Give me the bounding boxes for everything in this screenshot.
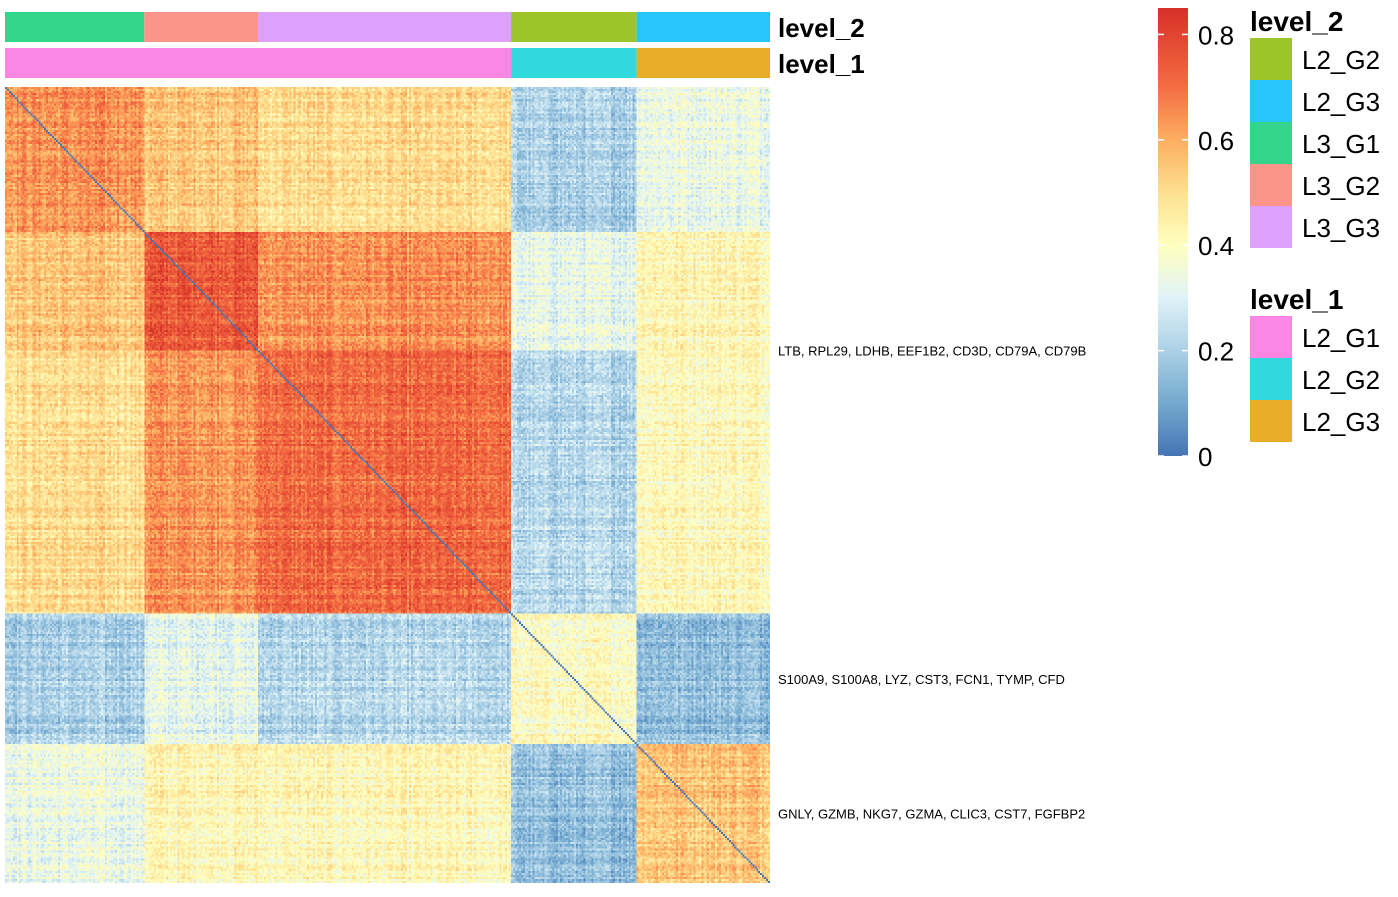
colorbar-tick-label: 0.6 <box>1198 126 1234 156</box>
legend-label-l2-g1: L2_G1 <box>1302 323 1380 353</box>
legends: level_2 L2_G2 L2_G3 L3_G1 L3_G2 L3_G3 level_1 L… <box>1250 6 1380 442</box>
annotation-level-1-l2-g3-segment <box>636 48 770 78</box>
row-labels: LTB, RPL29, LDHB, EEF1B2, CD3D, CD79A, C… <box>778 343 1086 821</box>
legend-label-l3-g3: L3_G3 <box>1302 213 1380 243</box>
legend-swatch-l3-g1 <box>1250 122 1292 164</box>
colorbar-gradient <box>1158 8 1188 456</box>
annotation-level-2-l3-g3-segment <box>258 12 512 42</box>
heatmap-body <box>5 87 770 883</box>
legend-label-l3-g2: L3_G2 <box>1302 171 1380 201</box>
row-label-l2-g2: S100A9, S100A8, LYZ, CST3, FCN1, TYMP, C… <box>778 672 1065 687</box>
colorbar-tick-label: 0.8 <box>1198 20 1234 50</box>
legend-swatch-l2-g3 <box>1250 80 1292 122</box>
legend-label-l2-g3: L2_G3 <box>1302 87 1380 117</box>
annotation-level-1-l2-g1-segment <box>5 48 512 78</box>
legend-swatch-l2-g3 <box>1250 400 1292 442</box>
annotation-level-2-l2-g2-segment <box>511 12 637 42</box>
legend-label-l3-g1: L3_G1 <box>1302 129 1380 159</box>
annotation-level-2-l2-g3-segment <box>636 12 770 42</box>
annotation-level-1-l2-g2-segment <box>511 48 637 78</box>
legend-title-level-2: level_2 <box>1250 6 1343 37</box>
annotation-level-2-l3-g1-segment <box>5 12 145 42</box>
annotation-level-2-l3-g2-segment <box>144 12 259 42</box>
legend-swatch-l2-g2 <box>1250 38 1292 80</box>
annotation-row-name-level-1: level_1 <box>778 49 865 79</box>
legend-swatch-l3-g3 <box>1250 206 1292 248</box>
colorbar-tick-label: 0 <box>1198 442 1212 472</box>
heatmap-cells <box>5 87 770 883</box>
legend-label-l2-g3: L2_G3 <box>1302 407 1380 437</box>
row-label-l2-g1: LTB, RPL29, LDHB, EEF1B2, CD3D, CD79A, C… <box>778 343 1086 358</box>
colorbar: 0 0.2 0.4 0.6 0.8 <box>1158 8 1234 472</box>
annotation-row-names: level_2 level_1 <box>778 13 865 79</box>
colorbar-tick-label: 0.2 <box>1198 337 1234 367</box>
legend-title-level-1: level_1 <box>1250 284 1343 315</box>
annotation-row-name-level-2: level_2 <box>778 13 865 43</box>
colorbar-tick-label: 0.4 <box>1198 231 1234 261</box>
legend-swatch-l2-g1 <box>1250 316 1292 358</box>
row-label-l2-g3: GNLY, GZMB, NKG7, GZMA, CLIC3, CST7, FGF… <box>778 807 1085 822</box>
legend-swatch-l2-g2 <box>1250 358 1292 400</box>
legend-label-l2-g2: L2_G2 <box>1302 365 1380 395</box>
legend-label-l2-g2: L2_G2 <box>1302 45 1380 75</box>
annotation-rows <box>5 12 770 78</box>
legend-swatch-l3-g2 <box>1250 164 1292 206</box>
